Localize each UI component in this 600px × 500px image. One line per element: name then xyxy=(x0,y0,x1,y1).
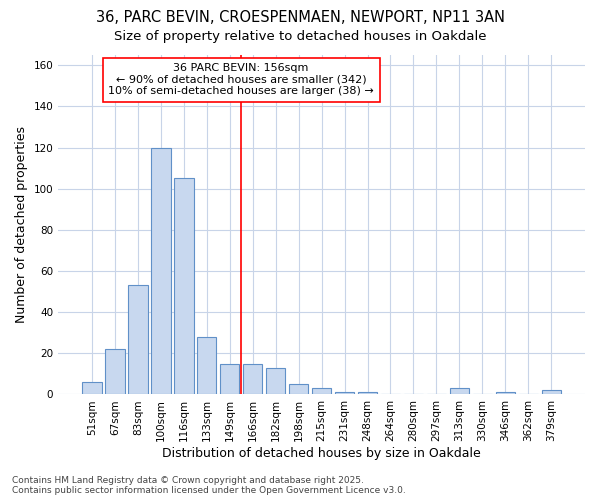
Bar xyxy=(151,148,170,394)
Bar xyxy=(335,392,355,394)
Text: 36, PARC BEVIN, CROESPENMAEN, NEWPORT, NP11 3AN: 36, PARC BEVIN, CROESPENMAEN, NEWPORT, N… xyxy=(95,10,505,25)
Bar xyxy=(289,384,308,394)
Bar xyxy=(220,364,239,394)
Bar xyxy=(174,178,194,394)
Bar xyxy=(197,337,217,394)
Bar xyxy=(312,388,331,394)
Text: Contains HM Land Registry data © Crown copyright and database right 2025.
Contai: Contains HM Land Registry data © Crown c… xyxy=(12,476,406,495)
X-axis label: Distribution of detached houses by size in Oakdale: Distribution of detached houses by size … xyxy=(162,447,481,460)
Bar xyxy=(449,388,469,394)
Bar xyxy=(496,392,515,394)
Bar xyxy=(82,382,101,394)
Text: Size of property relative to detached houses in Oakdale: Size of property relative to detached ho… xyxy=(114,30,486,43)
Bar xyxy=(128,286,148,395)
Text: 36 PARC BEVIN: 156sqm
← 90% of detached houses are smaller (342)
10% of semi-det: 36 PARC BEVIN: 156sqm ← 90% of detached … xyxy=(109,63,374,96)
Bar xyxy=(542,390,561,394)
Bar xyxy=(266,368,286,394)
Bar xyxy=(358,392,377,394)
Y-axis label: Number of detached properties: Number of detached properties xyxy=(15,126,28,323)
Bar xyxy=(243,364,262,394)
Bar xyxy=(105,349,125,395)
